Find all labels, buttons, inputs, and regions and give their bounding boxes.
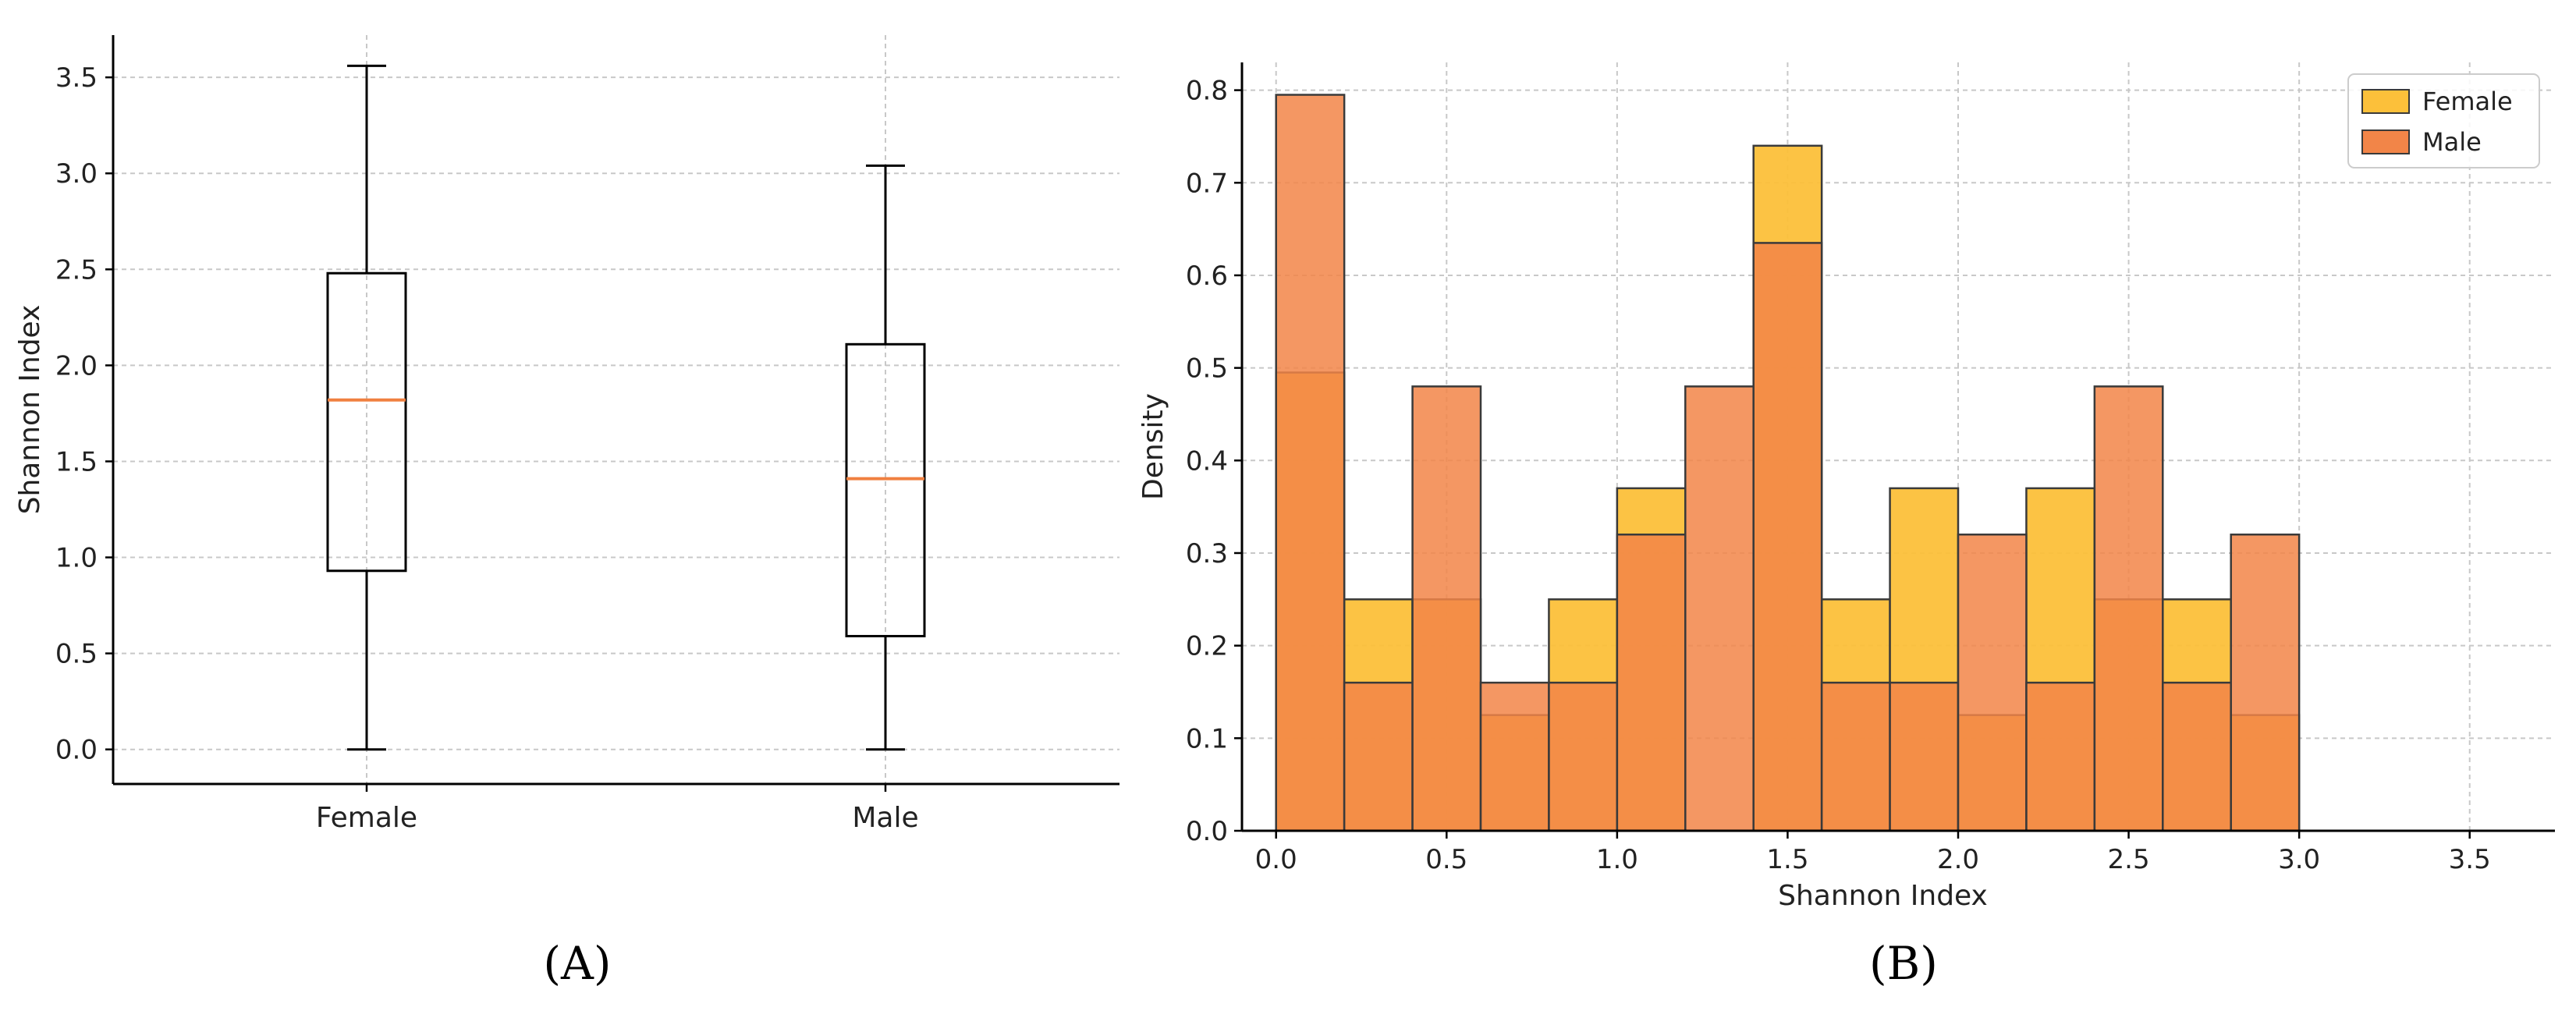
bar-male (1616, 533, 1687, 832)
y-tick-label: 0.0 (1186, 816, 1228, 847)
y-tick-label: 0.5 (1186, 353, 1228, 385)
y-tick-label: 3.5 (55, 62, 98, 94)
y-tick-label: 3.0 (55, 158, 98, 190)
y-tick-label: 0.0 (55, 735, 98, 766)
bar-male (2162, 681, 2232, 832)
y-axis-label: Shannon Index (14, 305, 46, 515)
bar-male (1343, 681, 1414, 832)
legend: Female Male (2347, 73, 2540, 168)
y-tick-label: 0.1 (1186, 723, 1228, 754)
x-tick-label: 3.5 (2449, 844, 2491, 875)
bar-male (1411, 385, 1482, 832)
x-tick-label: 1.0 (1596, 844, 1638, 875)
x-tick-label: 0.5 (1425, 844, 1467, 875)
y-tick-label: 0.3 (1186, 538, 1228, 569)
panel-a-label: (A) (543, 937, 611, 990)
y-tick-label: 0.2 (1186, 631, 1228, 662)
y-tick-label: 1.0 (55, 543, 98, 574)
bar-male (1275, 94, 1346, 832)
x-tick-label: 3.0 (2278, 844, 2320, 875)
x-tick-label: 0.0 (1255, 844, 1297, 875)
x-tick-label: Female (316, 802, 417, 834)
y-tick-label: 0.4 (1186, 445, 1228, 477)
y-tick-label: 2.5 (55, 254, 98, 286)
y-tick-label: 0.7 (1186, 168, 1228, 199)
bar-male (1548, 681, 1619, 832)
legend-swatch-female (2361, 89, 2410, 114)
y-tick-label: 2.0 (55, 350, 98, 381)
bar-male (2025, 681, 2096, 832)
bar-male (1957, 533, 2028, 832)
x-tick-label: Male (852, 802, 918, 834)
y-tick-label: 1.5 (55, 446, 98, 477)
legend-label-female: Female (2422, 87, 2513, 116)
bar-male (1820, 681, 1891, 832)
y-tick-label: 0.6 (1186, 261, 1228, 292)
legend-label-male: Male (2422, 127, 2482, 157)
y-axis-label: Density (1137, 393, 1169, 500)
bar-male (2093, 385, 2164, 832)
legend-swatch-male (2361, 129, 2410, 154)
x-tick-label: 2.0 (1937, 844, 1979, 875)
box-male (845, 342, 926, 637)
x-axis-label: Shannon Index (1778, 880, 1988, 912)
bar-male (1684, 385, 1755, 832)
box-female (326, 271, 407, 573)
box-plot-panel: 0.0 0.5 1.0 1.5 2.0 2.5 3.0 3.5 Shannon Index Fem… (14, 35, 1119, 834)
bar-male (1889, 681, 1960, 832)
x-tick-label: 2.5 (2108, 844, 2150, 875)
bar-male (2230, 533, 2301, 832)
x-tick-label: 1.5 (1766, 844, 1808, 875)
bar-male (1752, 242, 1823, 832)
panel-b-label: (B) (1869, 937, 1938, 990)
y-tick-label: 0.8 (1186, 76, 1228, 107)
bar-male (1479, 681, 1550, 832)
histogram-panel: 0.0 0.1 0.2 0.3 0.4 0.5 0.6 0.7 0.8 0.0 0.5 1.0 1.5 2… (1137, 62, 2555, 912)
y-tick-label: 0.5 (55, 639, 98, 670)
